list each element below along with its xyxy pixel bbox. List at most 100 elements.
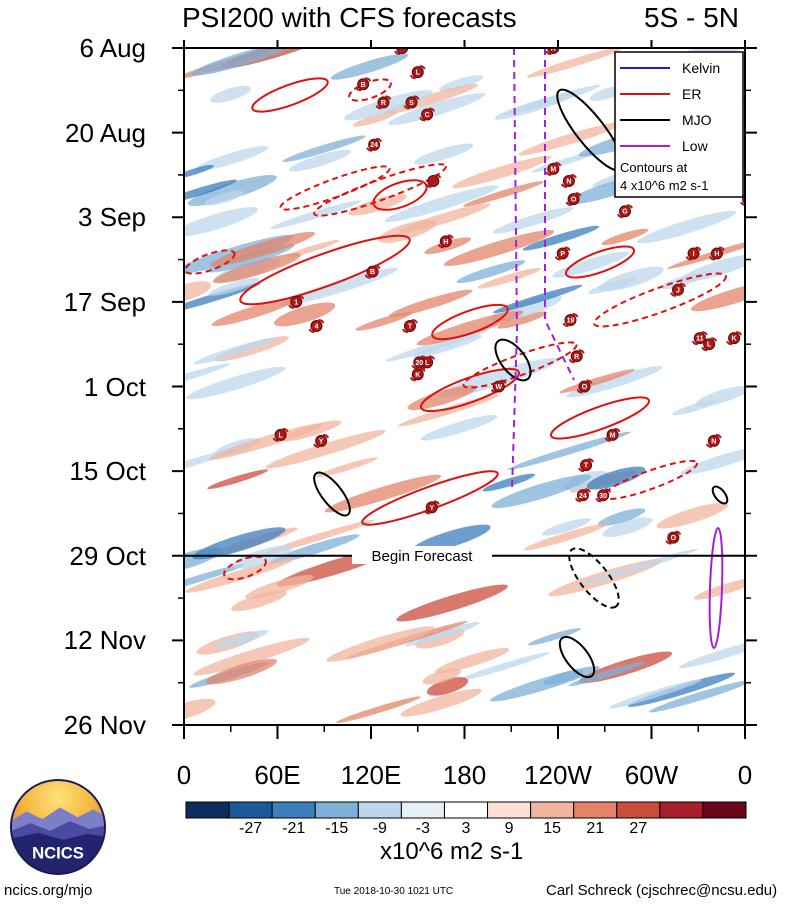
storm-marker: 24 xyxy=(574,488,591,503)
storm-marker: 4 xyxy=(308,319,325,334)
anomaly-patch xyxy=(420,414,498,441)
colorbar-swatch xyxy=(530,801,575,819)
colorbar-swatch xyxy=(659,801,704,819)
anomaly-patch xyxy=(477,267,541,289)
storm-label: 30 xyxy=(599,493,607,500)
storm-label: 1 xyxy=(746,197,750,204)
anomaly-patch xyxy=(660,273,704,290)
anomaly-patch xyxy=(282,135,366,162)
storm-marker: N xyxy=(560,173,577,188)
x-tick-label: 120E xyxy=(340,760,402,790)
anomaly-patch xyxy=(588,277,637,294)
storm-marker: M xyxy=(604,427,621,442)
legend-note: 4 x10^6 m2 s-1 xyxy=(620,178,708,193)
wave-contour xyxy=(251,77,329,113)
colorbar-swatch xyxy=(487,801,532,819)
colorbar-units: x10^6 m2 s-1 xyxy=(380,838,524,865)
svg-text:NCICS: NCICS xyxy=(32,843,84,862)
storm-marker: M xyxy=(545,161,562,176)
storm-marker: 1 xyxy=(288,294,305,309)
colorbar-swatch xyxy=(271,801,316,819)
storm-label: J xyxy=(676,287,680,294)
anomaly-patch xyxy=(213,630,269,650)
wave-contour xyxy=(593,272,727,328)
wave-contour xyxy=(431,303,509,341)
storm-marker: W xyxy=(490,379,507,394)
anomaly-patch xyxy=(672,400,717,416)
storm-label: 11 xyxy=(696,336,704,343)
storm-label: L xyxy=(425,360,430,367)
storm-label: M xyxy=(610,432,616,439)
anomaly-patch xyxy=(405,622,480,647)
y-tick-label: 15 Oct xyxy=(69,456,146,487)
colorbar-swatch xyxy=(443,801,489,819)
anomaly-patch xyxy=(456,260,526,284)
anomaly-patch xyxy=(184,164,214,179)
storm-marker: K xyxy=(726,331,743,346)
timestamp: Tue 2018-10-30 1021 UTC xyxy=(334,886,454,897)
anomaly-patch xyxy=(609,679,702,709)
anomaly-patch xyxy=(184,563,246,597)
anomaly-patch xyxy=(422,668,462,685)
storm-label: O xyxy=(671,535,677,542)
colorbar-swatch xyxy=(357,801,402,819)
site-link[interactable]: ncics.org/mjo xyxy=(4,882,93,899)
anomaly-patch xyxy=(434,647,510,674)
storm-label: H xyxy=(443,239,448,246)
storm-marker: Y xyxy=(313,433,330,448)
anomaly-patch xyxy=(507,431,631,470)
anomaly-patch xyxy=(491,474,592,509)
storm-label: O xyxy=(571,197,577,204)
storm-label: Y xyxy=(319,438,324,445)
anomaly-patch xyxy=(355,311,413,331)
colorbar-tick-label: 9 xyxy=(504,820,514,837)
ncics-logo: NCICS xyxy=(9,778,107,876)
storm-marker: B xyxy=(355,77,372,92)
storm-label: L xyxy=(278,432,283,439)
anomaly-patch xyxy=(497,311,548,329)
anomaly-patch xyxy=(463,181,544,207)
anomaly-patch xyxy=(274,302,336,327)
anomaly-patch xyxy=(574,548,699,587)
x-tick-label: 0 xyxy=(737,760,753,790)
anomaly-patch xyxy=(526,48,623,78)
anomaly-patch xyxy=(637,210,737,244)
anomaly-patch xyxy=(336,696,421,724)
anomaly-patch xyxy=(412,335,482,358)
anomaly-patch xyxy=(518,121,626,156)
legend-label: Kelvin xyxy=(682,60,720,76)
storm-marker: L xyxy=(409,65,426,80)
anomaly-patch xyxy=(413,143,474,165)
anomaly-patch xyxy=(192,527,286,560)
anomaly-patch xyxy=(352,111,397,127)
anomaly-patch xyxy=(492,207,574,234)
legend-label: MJO xyxy=(682,112,712,128)
storm-marker: 30 xyxy=(595,488,612,503)
x-tick-label: 60E xyxy=(254,760,301,790)
axis-ticks xyxy=(172,40,757,739)
anomaly-patch xyxy=(193,637,310,676)
storm-label: 1 xyxy=(294,299,298,306)
anomaly-patch xyxy=(648,680,745,713)
colorbar-tick-label: -27 xyxy=(239,820,263,837)
colorbar-tick-label: -3 xyxy=(415,820,431,837)
chart-region: 5S - 5N xyxy=(644,2,739,33)
anomaly-patch xyxy=(263,519,374,555)
storm-label: N xyxy=(566,178,571,185)
x-tick-label: 120W xyxy=(524,760,592,790)
colorbar-tick-label: 21 xyxy=(586,820,605,837)
wave-contour xyxy=(223,555,267,581)
anomaly-patch xyxy=(552,251,629,278)
storm-marker: P xyxy=(554,246,571,261)
anomaly-patch xyxy=(627,672,736,707)
anomaly-patch xyxy=(426,677,469,696)
anomaly-patch xyxy=(458,652,550,681)
anomaly-patch xyxy=(400,688,482,717)
anomaly-patch xyxy=(443,229,555,267)
anomaly-patch xyxy=(232,545,293,569)
anomaly-patch xyxy=(690,281,745,312)
storm-label: G xyxy=(622,209,628,216)
storm-marker: O xyxy=(665,530,682,545)
storm-marker: G xyxy=(617,204,633,219)
anomaly-patch xyxy=(586,466,646,490)
